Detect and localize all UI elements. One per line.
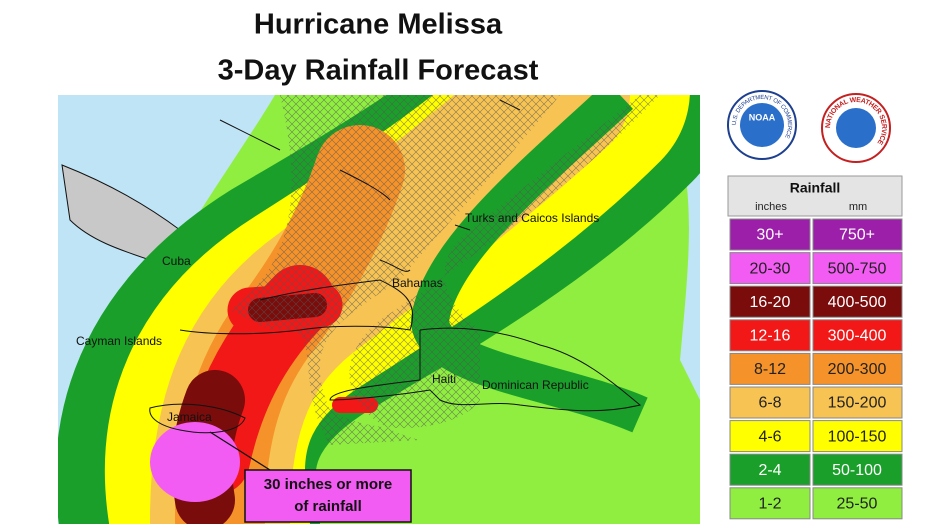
legend-swatch [729,386,811,419]
legend-swatch [729,285,811,318]
legend-rows: 30+ 750+ 20-30 500-750 16-20 400-500 12-16 300-… [729,218,903,520]
legend-swatch [812,252,903,285]
legend-mm: 25-50 [837,496,878,513]
legend-inches: 16-20 [750,294,791,311]
legend-header [727,175,903,217]
annotation-text: of rainfall [294,498,362,515]
legend-swatch [729,420,811,453]
legend-swatch [729,218,811,251]
legend-swatch [812,218,903,251]
max-rain-area [150,422,240,502]
legend-inches: 1-2 [758,496,781,513]
place-label: Dominican Republic [482,378,589,392]
coastlines [149,99,642,434]
legend-inches: 30+ [756,227,783,244]
annotation-box [244,469,412,523]
place-labels: Turks and Caicos Islands Cuba Bahamas Cayma… [76,211,599,424]
legend-mm: 400-500 [828,294,887,311]
legend-swatch [812,487,903,520]
legend-mm: 750+ [839,227,875,244]
legend-column: mm [849,201,867,213]
title-line: Hurricane Melissa [254,9,503,41]
place-label: Turks and Caicos Islands [465,211,599,225]
place-label: Cuba [162,254,191,268]
annotation-text: 30 inches or more [264,476,392,493]
legend-mm: 300-400 [828,328,887,345]
legend-mm: 50-100 [832,462,882,479]
place-label: Haiti [432,372,456,386]
map [58,95,700,524]
legend-swatch [812,386,903,419]
place-label: Bahamas [392,276,443,290]
legend-swatch [812,285,903,318]
nws-logo-core [836,108,876,148]
legend-inches: 6-8 [758,395,781,412]
noaa-text: NOAA [749,112,776,122]
legend-inches: 12-16 [750,328,791,345]
legend-mm: 500-750 [828,260,887,277]
title-line: 3-Day Rainfall Forecast [218,55,539,87]
annotation-arrow [209,431,271,471]
legend-inches: 2-4 [758,462,781,479]
legend-inches: 4-6 [758,428,781,445]
legend-inches: 20-30 [750,260,791,277]
legend-swatch [729,252,811,285]
hatched-area [230,95,660,445]
legend-mm: 100-150 [828,428,887,445]
legend-swatch [729,352,811,385]
legend-swatch [729,453,811,486]
legend-mm: 150-200 [828,395,887,412]
legend-inches: 8-12 [754,361,786,378]
legend-column: inches [755,201,787,213]
legend-swatch [729,487,811,520]
legend-title: Rainfall [790,180,841,196]
place-label: Jamaica [167,410,212,424]
legend-swatch [812,453,903,486]
legend-swatch [812,352,903,385]
legend-swatch [729,319,811,352]
place-label: Cayman Islands [76,334,162,348]
legend-mm: 200-300 [828,361,887,378]
legend-swatch [812,420,903,453]
noaa-logo-core [740,103,784,147]
legend-swatch [812,319,903,352]
